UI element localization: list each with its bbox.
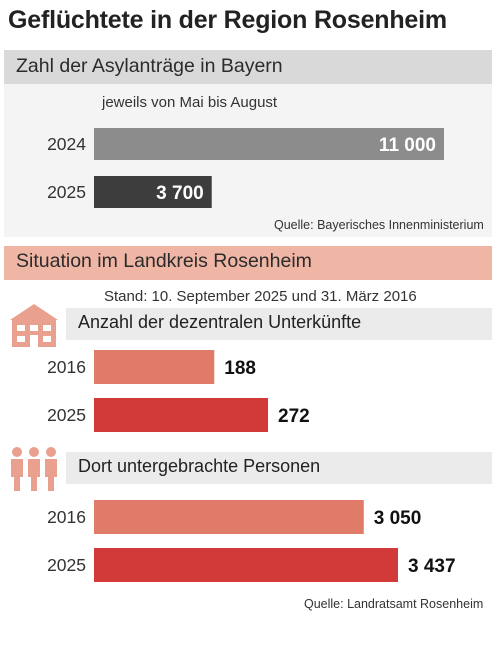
section1-source: Quelle: Bayerisches Innenministerium	[274, 218, 484, 232]
chart3-band	[66, 452, 492, 484]
chart2-band	[66, 308, 492, 340]
people-icon	[11, 447, 57, 491]
value-label-2-2025: 272	[278, 406, 310, 427]
bar-1-2025	[94, 176, 212, 208]
chart3-title: Dort untergebrachte Personen	[78, 456, 321, 476]
value-label-1-2024: 11 000	[379, 135, 436, 156]
category-label-1-2024: 2024	[47, 134, 86, 154]
section2-band	[4, 246, 492, 280]
category-label-2-2025: 2025	[47, 405, 86, 425]
bar-1-2024	[94, 128, 444, 160]
page-title: Geflüchtete in der Region Rosenheim	[8, 6, 447, 34]
section2-source: Quelle: Landratsamt Rosenheim	[304, 597, 484, 611]
bar-2-2016	[94, 350, 215, 384]
stand-date: Stand: 10. September 2025 und 31. März 2…	[104, 288, 417, 305]
chart2-title: Anzahl der dezentralen Unterkünfte	[78, 312, 362, 332]
category-label-2-2016: 2016	[47, 357, 86, 377]
category-label-3-2016: 2016	[47, 507, 86, 527]
section2-heading: Situation im Landkreis Rosenheim	[16, 250, 312, 272]
bar-3-2016	[94, 500, 364, 534]
value-label-3-2016: 3 050	[374, 508, 422, 529]
category-label-1-2025: 2025	[47, 182, 86, 202]
value-label-1-2025: 3 700	[156, 183, 204, 204]
bar-2-2025	[94, 398, 268, 432]
section1-panel	[4, 84, 492, 237]
value-label-3-2025: 3 437	[408, 556, 456, 577]
bar-3-2025	[94, 548, 398, 582]
section1-subtitle: jeweils von Mai bis August	[102, 94, 278, 111]
category-label-3-2025: 2025	[47, 555, 86, 575]
section1-band	[4, 50, 492, 84]
value-label-2-2016: 188	[224, 358, 256, 379]
house-icon	[10, 304, 58, 347]
section1-heading: Zahl der Asylanträge in Bayern	[16, 55, 283, 77]
